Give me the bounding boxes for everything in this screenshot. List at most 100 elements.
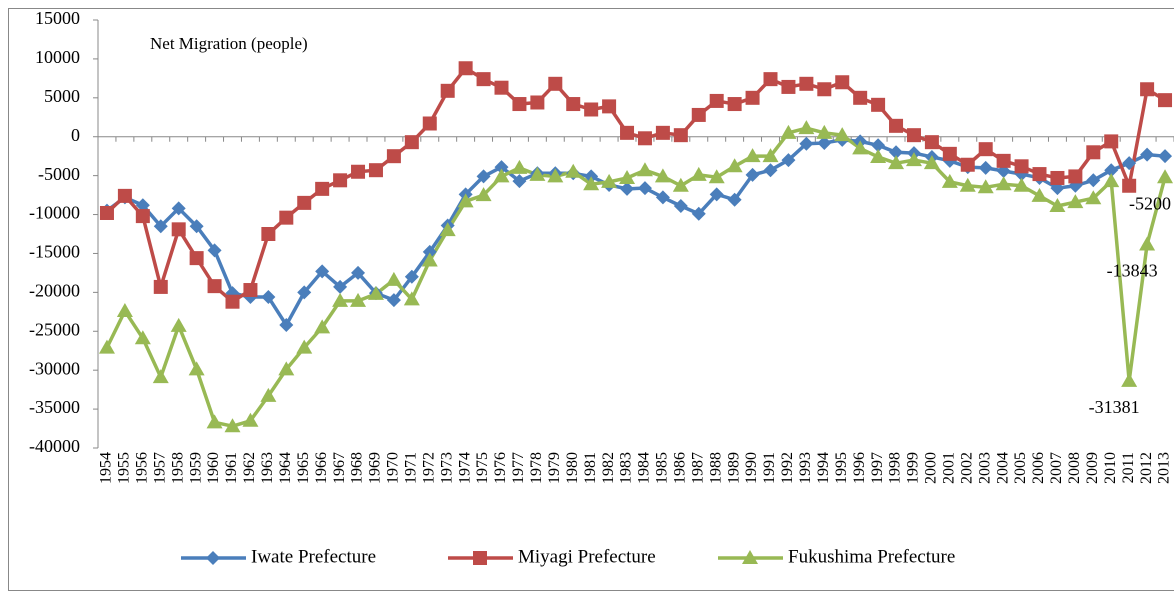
data-point bbox=[654, 168, 671, 183]
data-point bbox=[923, 155, 940, 170]
chart-frame bbox=[8, 8, 1174, 591]
data-point bbox=[153, 279, 168, 294]
data-point bbox=[494, 160, 509, 175]
x-tick-label: 2004 bbox=[994, 452, 1011, 484]
data-point bbox=[799, 76, 814, 91]
data-point bbox=[315, 264, 330, 279]
data-point bbox=[421, 252, 438, 267]
data-point bbox=[386, 149, 401, 164]
data-point bbox=[367, 285, 384, 300]
data-point bbox=[547, 168, 564, 183]
y-tick-label: 10000 bbox=[35, 47, 80, 67]
data-point bbox=[691, 206, 706, 221]
x-tick-label: 1986 bbox=[672, 452, 689, 484]
data-point bbox=[655, 125, 670, 140]
data-point bbox=[620, 181, 635, 196]
data-point bbox=[260, 387, 277, 402]
data-point bbox=[655, 190, 670, 205]
x-tick-label: 1979 bbox=[546, 452, 563, 484]
data-point bbox=[601, 173, 618, 188]
x-tick-label: 1985 bbox=[654, 452, 671, 484]
x-tick-label: 1997 bbox=[869, 452, 886, 484]
data-point bbox=[1049, 197, 1066, 212]
x-tick-label: 1967 bbox=[331, 452, 348, 484]
y-tick-label: -25000 bbox=[29, 319, 80, 339]
data-point bbox=[745, 167, 760, 182]
data-point bbox=[566, 97, 581, 112]
y-tick-label: 5000 bbox=[44, 86, 80, 106]
x-tick-label: 2010 bbox=[1102, 452, 1119, 484]
data-point bbox=[672, 177, 689, 192]
x-tick-label: 1966 bbox=[313, 452, 330, 484]
data-point bbox=[529, 166, 546, 181]
x-tick-label: 1990 bbox=[743, 452, 760, 484]
data-point bbox=[691, 107, 706, 122]
data-point bbox=[1122, 178, 1137, 193]
chart-title: Net Migration (people) bbox=[150, 34, 308, 53]
x-tick-label: 2003 bbox=[976, 452, 993, 484]
data-point bbox=[476, 169, 491, 184]
data-point bbox=[1085, 190, 1102, 205]
data-point bbox=[744, 148, 761, 163]
data-point bbox=[727, 97, 742, 112]
data-point bbox=[457, 193, 474, 208]
x-tick-label: 1992 bbox=[779, 452, 796, 484]
data-point bbox=[780, 124, 797, 139]
data-point bbox=[476, 72, 491, 87]
data-point bbox=[278, 361, 295, 376]
x-tick-label: 1954 bbox=[98, 452, 115, 484]
data-point bbox=[439, 222, 456, 237]
data-point bbox=[440, 83, 455, 98]
data-point bbox=[368, 163, 383, 178]
x-tick-label: 1989 bbox=[725, 452, 742, 484]
data-point bbox=[941, 173, 958, 188]
data-point bbox=[189, 219, 204, 234]
data-point bbox=[924, 135, 939, 150]
data-point bbox=[279, 210, 294, 225]
data-point bbox=[871, 138, 886, 153]
data-point bbox=[709, 187, 724, 202]
x-tick-label: 1970 bbox=[385, 452, 402, 484]
data-point bbox=[1014, 159, 1029, 174]
data-point bbox=[548, 76, 563, 91]
data-point bbox=[1158, 93, 1173, 108]
data-point bbox=[1050, 170, 1065, 185]
data-point bbox=[960, 157, 975, 172]
data-point bbox=[834, 127, 851, 142]
data-point bbox=[853, 90, 868, 105]
data-point bbox=[171, 201, 186, 216]
data-point bbox=[1086, 173, 1101, 188]
data-point bbox=[134, 330, 151, 345]
data-point bbox=[351, 164, 366, 179]
data-point bbox=[1140, 147, 1155, 162]
data-point bbox=[817, 82, 832, 97]
data-point bbox=[225, 294, 240, 309]
legend-marker bbox=[742, 550, 758, 564]
x-tick-label: 1963 bbox=[259, 452, 276, 484]
x-tick-label: 1987 bbox=[689, 452, 706, 484]
data-point bbox=[762, 148, 779, 163]
data-point bbox=[1086, 145, 1101, 160]
data-point bbox=[189, 251, 204, 266]
x-tick-label: 2005 bbox=[1012, 452, 1029, 484]
legend-label: Miyagi Prefecture bbox=[518, 546, 656, 567]
data-point bbox=[1103, 173, 1120, 188]
data-point bbox=[959, 177, 976, 192]
x-tick-label: 1999 bbox=[905, 452, 922, 484]
x-tick-label: 1958 bbox=[169, 452, 186, 484]
data-point bbox=[403, 291, 420, 306]
data-point bbox=[888, 155, 905, 170]
x-tick-label: 1978 bbox=[528, 452, 545, 484]
data-label: -31381 bbox=[1089, 397, 1140, 417]
data-point bbox=[817, 135, 832, 150]
x-tick-label: 2000 bbox=[923, 452, 940, 484]
x-tick-label: 1957 bbox=[151, 452, 168, 484]
data-point bbox=[530, 95, 545, 110]
data-point bbox=[1032, 167, 1047, 182]
x-tick-label: 1962 bbox=[241, 452, 258, 484]
data-point bbox=[170, 317, 187, 332]
data-point bbox=[871, 97, 886, 112]
x-tick-label: 2007 bbox=[1048, 452, 1065, 484]
x-tick-label: 2001 bbox=[941, 452, 958, 484]
x-tick-label: 1969 bbox=[367, 452, 384, 484]
